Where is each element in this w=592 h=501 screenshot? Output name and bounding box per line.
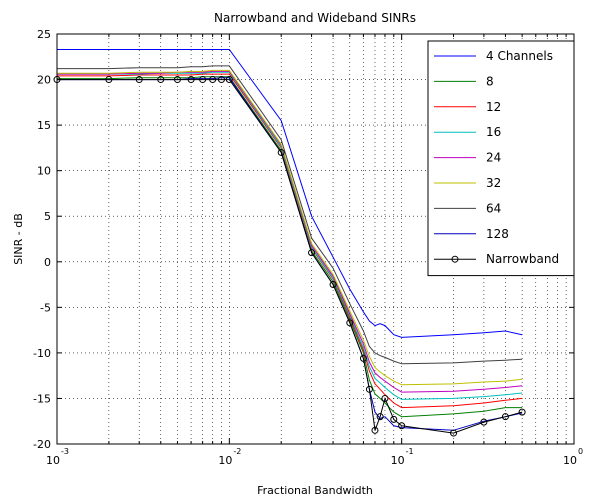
series-marker xyxy=(277,148,285,156)
series-line xyxy=(57,71,523,400)
y-tick-label: -5 xyxy=(40,301,51,314)
series-marker xyxy=(398,422,406,430)
legend-box xyxy=(427,40,575,277)
legend-label: 128 xyxy=(486,227,509,241)
legend-marker xyxy=(451,255,459,263)
x-tick-label: 10 xyxy=(218,454,232,467)
series-line xyxy=(57,69,523,386)
series-marker xyxy=(209,76,217,84)
series-line xyxy=(57,65,523,365)
legend-label: 16 xyxy=(486,125,501,139)
y-tick-label: 5 xyxy=(44,210,51,223)
series-marker xyxy=(381,394,389,402)
series-marker xyxy=(105,76,113,84)
y-tick-label: -10 xyxy=(33,347,51,360)
series-marker xyxy=(365,385,373,393)
series-marker xyxy=(187,76,195,84)
x-tick-label: 10 xyxy=(563,454,577,467)
chart-title: Narrowband and Wideband SINRs xyxy=(214,11,416,25)
x-tick-exponent: -3 xyxy=(61,447,69,456)
series-marker xyxy=(225,76,233,84)
series-line xyxy=(57,79,523,434)
series-marker xyxy=(346,319,354,327)
series-marker xyxy=(518,408,526,416)
y-tick-label: -20 xyxy=(33,438,51,451)
y-tick-label: 15 xyxy=(37,119,51,132)
legend: 4 Channels 8 12 16 24 32 64 128 Narrowband xyxy=(427,40,575,277)
x-tick-exponent: 0 xyxy=(578,447,583,456)
series-marker xyxy=(359,354,367,362)
series-layer xyxy=(53,49,526,437)
legend-label: Narrowband xyxy=(486,252,559,266)
series-marker xyxy=(199,76,207,84)
series-marker xyxy=(390,415,398,423)
legend-label: 32 xyxy=(486,176,501,190)
series-marker xyxy=(371,426,379,434)
series-marker xyxy=(329,281,337,289)
y-tick-label: 20 xyxy=(37,74,51,87)
series-marker xyxy=(308,249,316,257)
series-marker xyxy=(480,418,488,426)
x-tick-label: 10 xyxy=(46,454,60,467)
y-tick-label: 25 xyxy=(37,28,51,41)
x-tick-exponent: -2 xyxy=(233,447,241,456)
series-marker xyxy=(450,429,458,437)
legend-label: 64 xyxy=(486,201,501,215)
series-marker xyxy=(157,76,165,84)
y-axis-label: SINR - dB xyxy=(12,213,25,265)
legend-label: 24 xyxy=(486,151,501,165)
series-marker xyxy=(501,413,509,421)
y-tick-label: 0 xyxy=(44,256,51,269)
x-tick-label: 10 xyxy=(391,454,405,467)
x-tick-exponent: -1 xyxy=(406,447,414,456)
series-marker xyxy=(217,76,225,84)
series-line xyxy=(57,49,523,338)
series-marker xyxy=(173,76,181,84)
series-marker xyxy=(135,76,143,84)
y-tick-label: -15 xyxy=(33,392,51,405)
legend-label: 12 xyxy=(486,100,501,114)
series-marker xyxy=(376,413,384,421)
legend-label: 4 Channels xyxy=(486,49,553,63)
x-axis-label: Fractional Bandwidth xyxy=(257,484,373,497)
legend-label: 8 xyxy=(486,74,494,88)
y-tick-label: 10 xyxy=(37,165,51,178)
